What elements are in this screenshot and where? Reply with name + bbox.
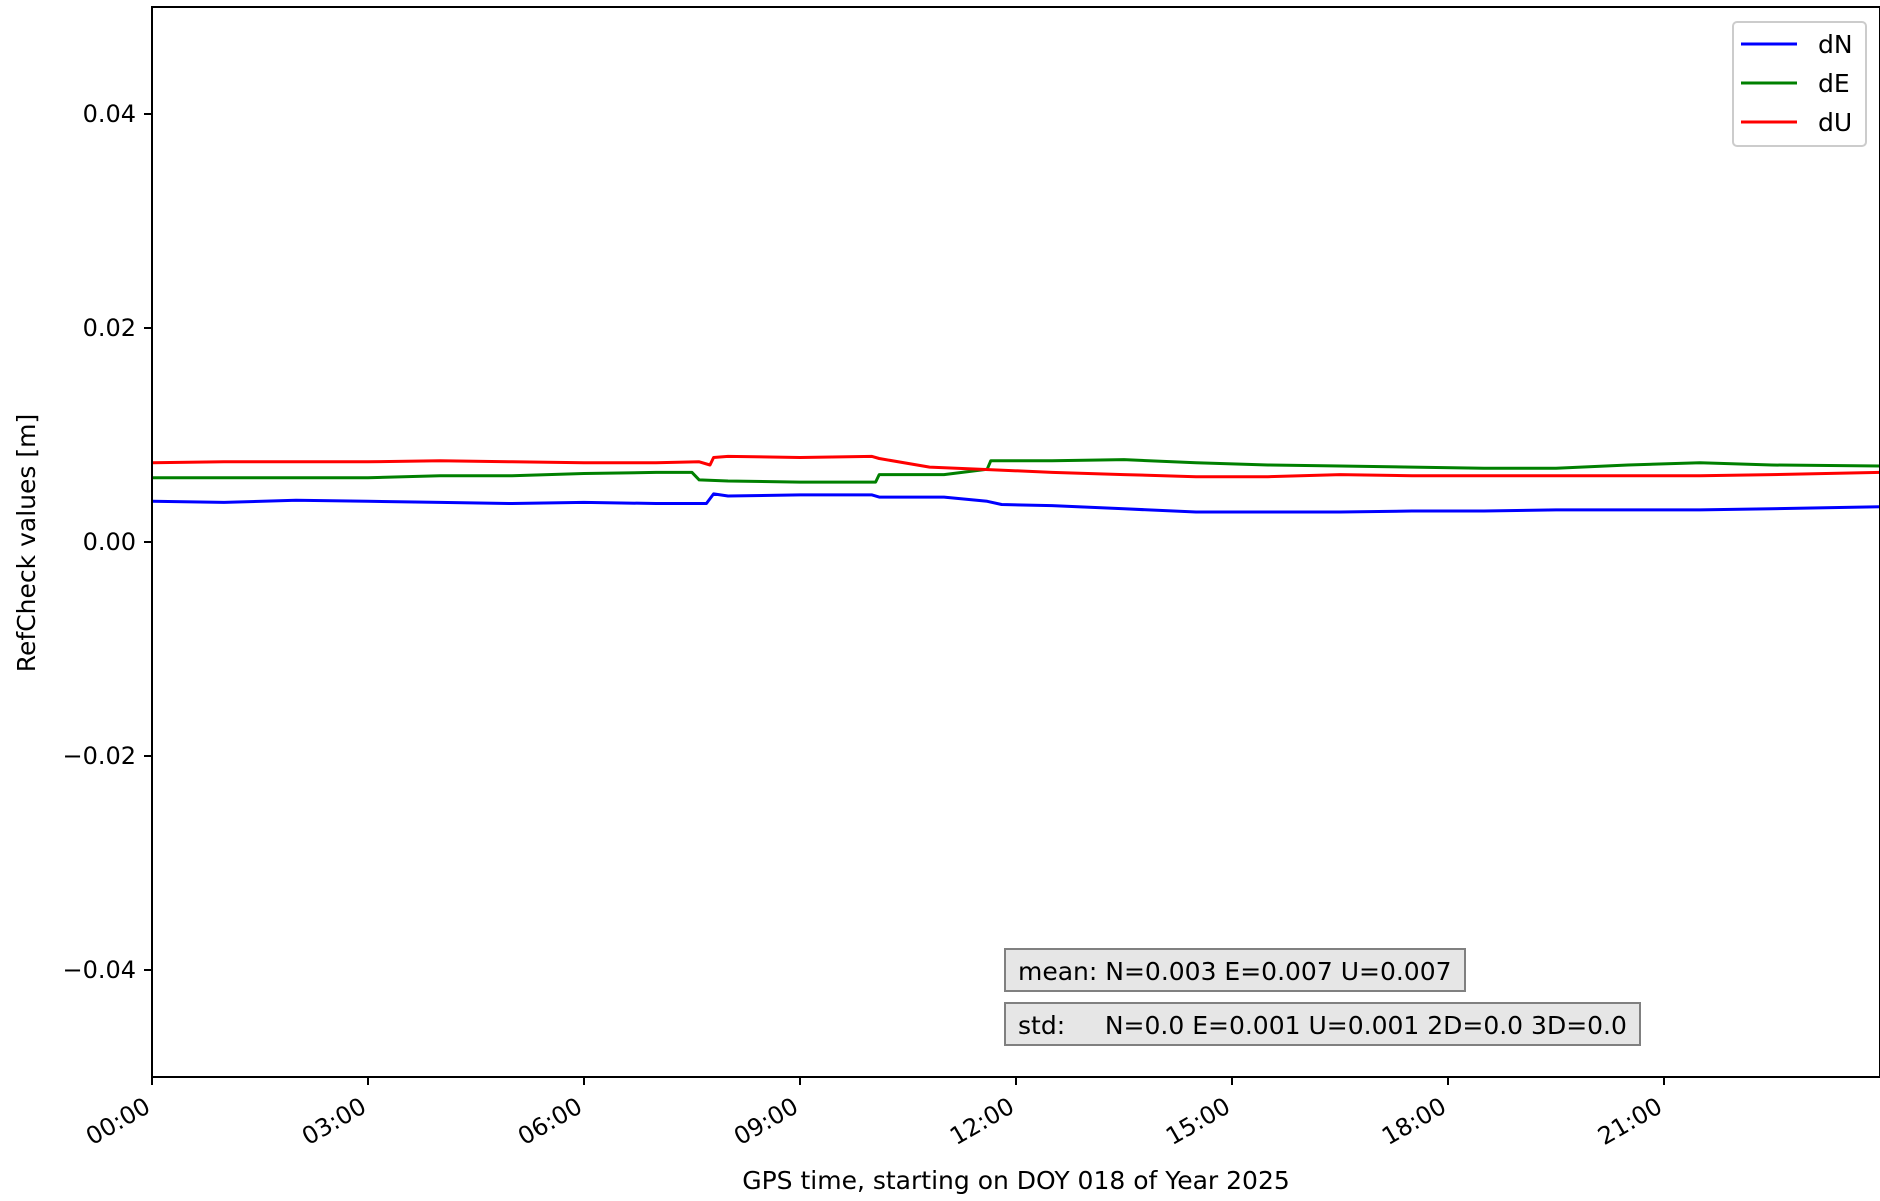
x-tick-label: 15:00 (1161, 1092, 1235, 1151)
x-axis-title: GPS time, starting on DOY 018 of Year 20… (742, 1166, 1290, 1195)
mean-stats-box: mean: N=0.003 E=0.007 U=0.007 (1004, 948, 1466, 992)
x-tick-label: 03:00 (297, 1092, 371, 1151)
y-axis-title: RefCheck values [m] (12, 414, 41, 672)
x-tick-label: 06:00 (513, 1092, 587, 1151)
std-stats-box: std: N=0.0 E=0.001 U=0.001 2D=0.0 3D=0.0 (1004, 1002, 1641, 1046)
x-tick-label: 12:00 (945, 1092, 1019, 1151)
plot-area-frame (151, 6, 1880, 1078)
y-tick-label: −0.04 (62, 956, 136, 984)
x-tick-label: 21:00 (1593, 1092, 1667, 1151)
y-tick-label: 0.00 (83, 528, 136, 556)
series-line-dN (151, 492, 1880, 514)
y-tick-label: 0.02 (83, 314, 136, 342)
series-layer (151, 454, 1880, 514)
legend-items: dN dE dU (1741, 30, 1853, 137)
x-tick-label: 00:00 (81, 1092, 155, 1151)
x-tick-label: 09:00 (729, 1092, 803, 1151)
legend: dN dE dU (1732, 21, 1867, 147)
legend-label-dE: dE (1818, 69, 1850, 98)
y-tick-label: 0.04 (83, 100, 136, 128)
y-tick-label: −0.02 (62, 742, 136, 770)
series-line-dU (151, 454, 1880, 479)
x-tick-label: 18:00 (1377, 1092, 1451, 1151)
legend-label-dN: dN (1818, 30, 1853, 59)
legend-label-dU: dU (1818, 108, 1852, 137)
legend-frame (1732, 21, 1867, 147)
series-line-dE (152, 458, 1880, 484)
